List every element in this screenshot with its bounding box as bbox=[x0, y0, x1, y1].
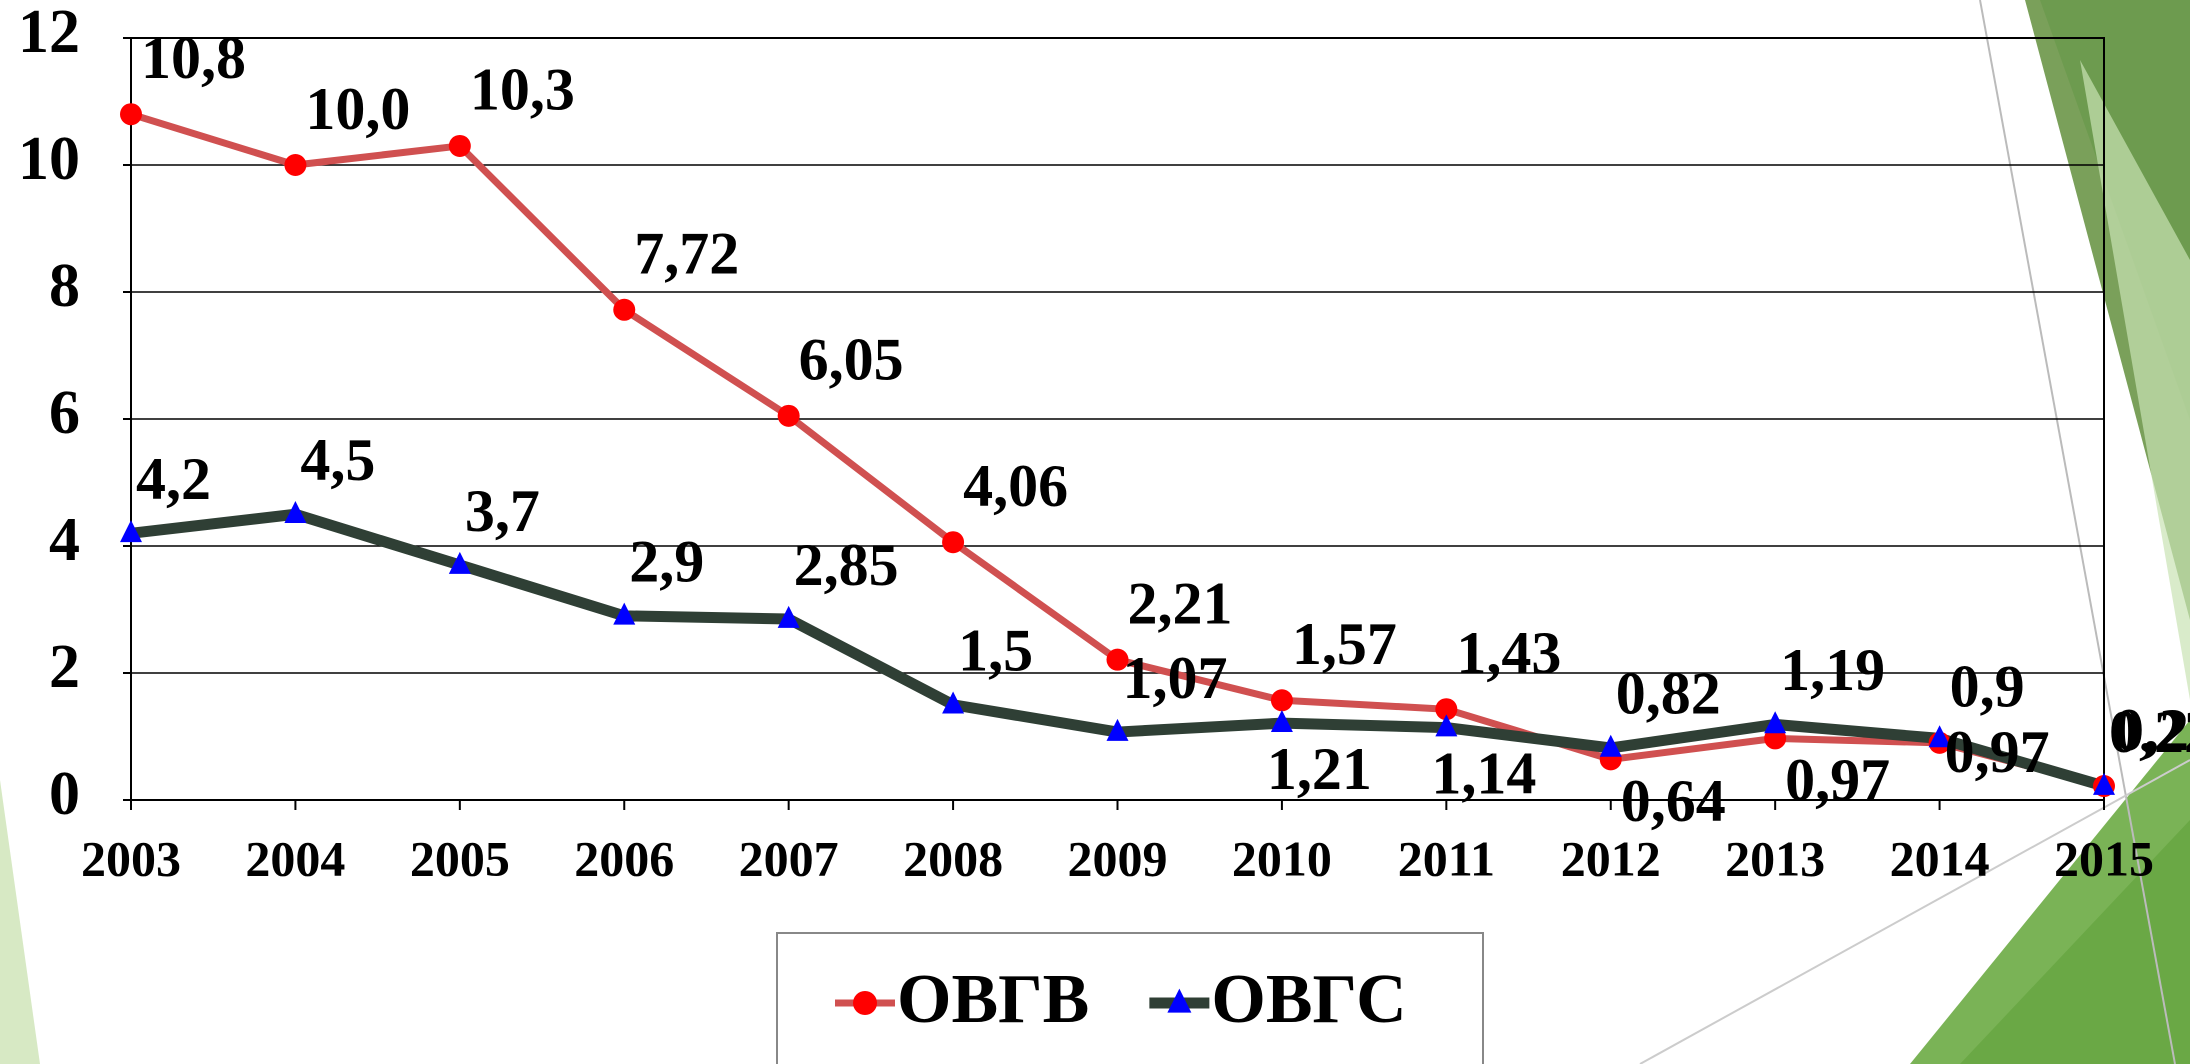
data-label: 0,22 bbox=[2109, 699, 2190, 765]
data-label: 10,8 bbox=[141, 25, 246, 91]
y-tick-label: 12 bbox=[18, 0, 80, 66]
marker bbox=[613, 299, 635, 321]
data-label: 1,14 bbox=[1431, 740, 1536, 806]
data-label: 6,05 bbox=[799, 327, 904, 393]
data-label: 7,72 bbox=[634, 221, 739, 287]
y-tick-label: 4 bbox=[49, 506, 80, 574]
x-tick-label: 2005 bbox=[410, 830, 510, 886]
data-label: 1,57 bbox=[1292, 611, 1397, 677]
x-tick-label: 2011 bbox=[1398, 830, 1495, 886]
x-tick-label: 2008 bbox=[903, 830, 1003, 886]
legend-label: ОВГВ bbox=[897, 961, 1089, 1038]
data-label: 1,5 bbox=[958, 618, 1033, 684]
data-label: 4,5 bbox=[300, 427, 375, 493]
labels: 0 2 4 6 8 10 12 2003 2004 2005 2006 2007 2008 2009 201… bbox=[18, 0, 2190, 886]
data-label: 1,19 bbox=[1780, 637, 1885, 703]
y-tick-label: 2 bbox=[49, 633, 80, 701]
x-tick-label: 2009 bbox=[1068, 830, 1168, 886]
data-label: 10,0 bbox=[305, 76, 410, 142]
chart: 0 2 4 6 8 10 12 2003 2004 2005 2006 2007 2008 2009 201… bbox=[0, 0, 2190, 1064]
legend-label: ОВГС bbox=[1211, 961, 1406, 1038]
data-label: 2,21 bbox=[1128, 570, 1233, 636]
x-tick-label: 2006 bbox=[574, 830, 674, 886]
x-tick-label: 2003 bbox=[81, 830, 181, 886]
y-tick-label: 10 bbox=[18, 125, 80, 193]
data-label: 0,82 bbox=[1616, 661, 1721, 727]
data-label: 4,2 bbox=[136, 446, 211, 512]
page: {"chart_data": {"type": "line", "categor… bbox=[0, 0, 2190, 1064]
data-label: 2,85 bbox=[794, 532, 899, 598]
x-tick-label: 2010 bbox=[1232, 830, 1332, 886]
marker bbox=[1271, 689, 1293, 711]
data-label: 0,97 bbox=[1785, 747, 1890, 813]
data-label: 1,21 bbox=[1267, 736, 1372, 802]
y-tick-label: 6 bbox=[49, 379, 80, 447]
data-label: 3,7 bbox=[465, 478, 540, 544]
marker bbox=[853, 991, 877, 1015]
y-tick-label: 0 bbox=[49, 760, 80, 828]
data-label: 1,07 bbox=[1123, 645, 1228, 711]
x-tick-label: 2014 bbox=[1890, 830, 1990, 886]
marker bbox=[284, 154, 306, 176]
marker bbox=[449, 135, 471, 157]
data-label: 0,97 bbox=[1945, 719, 2050, 785]
marker bbox=[778, 405, 800, 427]
data-label: 2,9 bbox=[629, 529, 704, 595]
data-label: 1,43 bbox=[1456, 620, 1561, 686]
x-tick-label: 2004 bbox=[245, 830, 345, 886]
y-tick-label: 8 bbox=[49, 252, 80, 320]
x-tick-label: 2012 bbox=[1561, 830, 1661, 886]
data-label: 10,3 bbox=[470, 57, 575, 123]
x-tick-label: 2007 bbox=[739, 830, 839, 886]
x-tick-label: 2013 bbox=[1725, 830, 1825, 886]
x-tick-label: 2015 bbox=[2054, 830, 2154, 886]
data-label: 0,64 bbox=[1621, 768, 1726, 834]
data-label: 4,06 bbox=[963, 453, 1068, 519]
data-label: 0,9 bbox=[1950, 654, 2025, 720]
marker bbox=[120, 103, 142, 125]
marker bbox=[942, 531, 964, 553]
